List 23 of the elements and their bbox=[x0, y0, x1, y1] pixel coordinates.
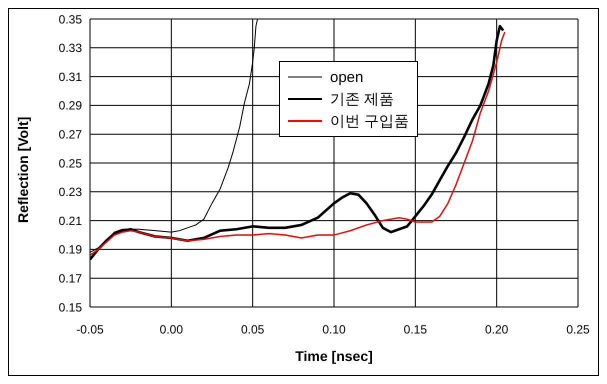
x-tick-label: 0.20 bbox=[484, 322, 509, 337]
legend-label: 이번 구입품 bbox=[330, 112, 410, 130]
y-tick-label: 0.15 bbox=[58, 300, 82, 314]
x-tick-label: 0.25 bbox=[566, 322, 590, 337]
x-tick-label: 0.15 bbox=[404, 322, 428, 337]
y-tick-label: 0.27 bbox=[58, 127, 82, 142]
y-tick-label: 0.25 bbox=[58, 156, 82, 170]
x-tick-label: 0.00 bbox=[160, 322, 184, 337]
legend-label: open bbox=[330, 68, 364, 86]
x-tick-label: 0.10 bbox=[322, 322, 346, 337]
y-tick-label: 0.31 bbox=[58, 70, 82, 84]
y-axis-title: Reflection [Volt] bbox=[14, 116, 31, 223]
y-tick-label: 0.17 bbox=[58, 271, 82, 286]
x-tick-label: 0.05 bbox=[240, 322, 265, 337]
y-tick-label: 0.35 bbox=[58, 12, 82, 26]
legend-label: 기존 제품 bbox=[330, 90, 394, 108]
x-tick-label: -0.05 bbox=[76, 322, 104, 337]
y-tick-label: 0.23 bbox=[58, 185, 82, 200]
y-tick-label: 0.33 bbox=[58, 41, 82, 56]
x-axis-title: Time [nsec] bbox=[295, 348, 373, 364]
y-tick-label: 0.19 bbox=[58, 242, 82, 257]
y-tick-label: 0.21 bbox=[58, 214, 82, 228]
y-tick-label: 0.29 bbox=[58, 98, 82, 113]
